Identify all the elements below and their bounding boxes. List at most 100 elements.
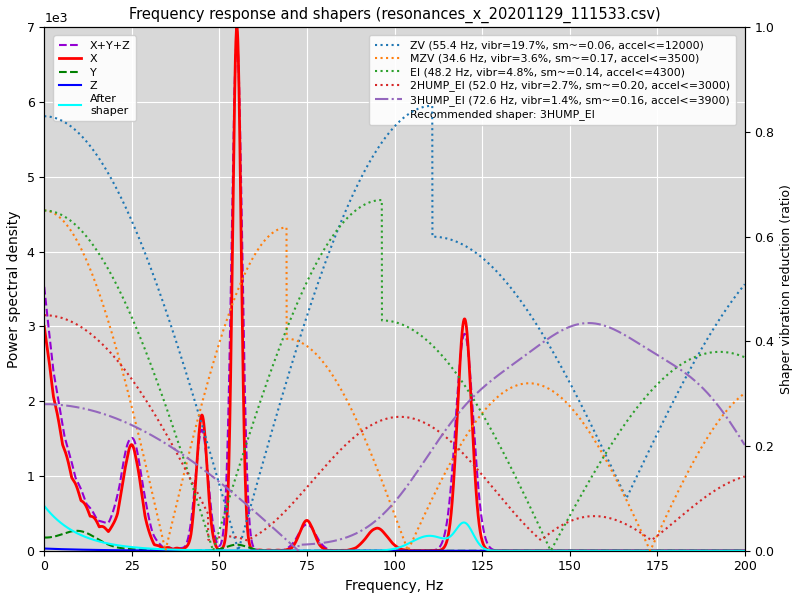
X [232,23,242,31]
X [334,547,343,554]
3HUMP_EI (72.6 Hz, vibr=1.4%, sm~=0.16, accel<=3900) [334,536,343,544]
Line: MZV (34.6 Hz, vibr=3.6%, sm~=0.17, accel<=3500): MZV (34.6 Hz, vibr=3.6%, sm~=0.17, accel… [44,211,745,551]
X+Y+Z [740,547,750,554]
EI (48.2 Hz, vibr=4.8%, sm~=0.14, accel<=4300) [740,353,750,361]
Y [373,547,382,554]
3HUMP_EI (72.6 Hz, vibr=1.4%, sm~=0.16, accel<=3900) [718,409,728,416]
Z [39,545,49,552]
EI (48.2 Hz, vibr=4.8%, sm~=0.14, accel<=4300) [546,547,555,554]
Y [740,547,750,554]
X+Y+Z [684,547,694,554]
3HUMP_EI (72.6 Hz, vibr=1.4%, sm~=0.16, accel<=3900) [584,319,594,326]
Z [548,547,558,554]
3HUMP_EI (72.6 Hz, vibr=1.4%, sm~=0.16, accel<=3900) [549,332,558,339]
After
shaper [339,547,349,554]
X [727,547,737,554]
X+Y+Z [232,38,242,45]
MZV (34.6 Hz, vibr=3.6%, sm~=0.17, accel<=3500) [548,388,558,395]
X+Y+Z [549,547,558,554]
MZV (34.6 Hz, vibr=3.6%, sm~=0.17, accel<=3500) [740,389,750,397]
Z [740,547,750,554]
X+Y+Z [718,547,728,554]
3HUMP_EI (72.6 Hz, vibr=1.4%, sm~=0.16, accel<=3900) [740,442,750,449]
ZV (55.4 Hz, vibr=19.7%, sm~=0.06, accel<=12000) [427,102,437,109]
Text: 1e3: 1e3 [44,11,68,25]
X [339,547,349,554]
X+Y+Z [339,547,349,554]
MZV (34.6 Hz, vibr=3.6%, sm~=0.17, accel<=3500) [339,391,349,398]
EI (48.2 Hz, vibr=4.8%, sm~=0.14, accel<=4300) [718,349,728,356]
ZV (55.4 Hz, vibr=19.7%, sm~=0.06, accel<=12000) [549,349,558,356]
Line: EI (48.2 Hz, vibr=4.8%, sm~=0.14, accel<=4300): EI (48.2 Hz, vibr=4.8%, sm~=0.14, accel<… [44,200,745,551]
3HUMP_EI (72.6 Hz, vibr=1.4%, sm~=0.16, accel<=3900) [39,401,49,408]
2HUMP_EI (52.0 Hz, vibr=2.7%, sm~=0.20, accel<=3000) [684,506,694,514]
2HUMP_EI (52.0 Hz, vibr=2.7%, sm~=0.20, accel<=3000) [549,527,558,534]
Y-axis label: Power spectral density: Power spectral density [7,210,21,368]
Line: Z: Z [44,548,745,551]
EI (48.2 Hz, vibr=4.8%, sm~=0.14, accel<=4300) [339,218,349,225]
Z [339,547,349,554]
After
shaper [334,547,343,554]
X [373,524,382,532]
X+Y+Z [577,547,586,554]
Line: After
shaper: After shaper [44,506,745,551]
X-axis label: Frequency, Hz: Frequency, Hz [346,579,444,593]
Z [372,547,382,554]
MZV (34.6 Hz, vibr=3.6%, sm~=0.17, accel<=3500) [718,411,728,418]
Line: Y: Y [44,531,745,551]
2HUMP_EI (52.0 Hz, vibr=2.7%, sm~=0.20, accel<=3000) [334,448,343,455]
2HUMP_EI (52.0 Hz, vibr=2.7%, sm~=0.20, accel<=3000) [39,311,49,319]
X+Y+Z [334,547,343,554]
EI (48.2 Hz, vibr=4.8%, sm~=0.14, accel<=4300) [334,224,343,232]
3HUMP_EI (72.6 Hz, vibr=1.4%, sm~=0.16, accel<=3900) [339,535,349,542]
MZV (34.6 Hz, vibr=3.6%, sm~=0.17, accel<=3500) [39,207,49,214]
ZV (55.4 Hz, vibr=19.7%, sm~=0.06, accel<=12000) [740,281,750,288]
Line: ZV (55.4 Hz, vibr=19.7%, sm~=0.06, accel<=12000): ZV (55.4 Hz, vibr=19.7%, sm~=0.06, accel… [44,106,745,551]
2HUMP_EI (52.0 Hz, vibr=2.7%, sm~=0.20, accel<=3000) [373,418,382,425]
X+Y+Z [39,283,49,290]
After
shaper [740,547,750,554]
EI (48.2 Hz, vibr=4.8%, sm~=0.14, accel<=4300) [684,356,694,364]
X [740,547,750,554]
2HUMP_EI (52.0 Hz, vibr=2.7%, sm~=0.20, accel<=3000) [718,482,728,489]
MZV (34.6 Hz, vibr=3.6%, sm~=0.17, accel<=3500) [646,547,655,554]
3HUMP_EI (72.6 Hz, vibr=1.4%, sm~=0.16, accel<=3900) [373,516,382,523]
Z [718,547,728,554]
Y [334,547,343,554]
Line: 3HUMP_EI (72.6 Hz, vibr=1.4%, sm~=0.16, accel<=3900): 3HUMP_EI (72.6 Hz, vibr=1.4%, sm~=0.16, … [44,323,745,551]
Y [549,547,558,554]
X+Y+Z [373,547,382,554]
X [549,547,558,554]
After
shaper [548,547,558,554]
Y [339,547,349,554]
MZV (34.6 Hz, vibr=3.6%, sm~=0.17, accel<=3500) [334,382,343,389]
MZV (34.6 Hz, vibr=3.6%, sm~=0.17, accel<=3500) [684,467,694,475]
ZV (55.4 Hz, vibr=19.7%, sm~=0.06, accel<=12000) [684,368,694,376]
ZV (55.4 Hz, vibr=19.7%, sm~=0.06, accel<=12000) [339,211,349,218]
After
shaper [39,502,49,509]
Z [334,547,343,554]
Y [718,547,728,554]
Legend: ZV (55.4 Hz, vibr=19.7%, sm~=0.06, accel<=12000), MZV (34.6 Hz, vibr=3.6%, sm~=0: ZV (55.4 Hz, vibr=19.7%, sm~=0.06, accel… [369,35,736,125]
EI (48.2 Hz, vibr=4.8%, sm~=0.14, accel<=4300) [377,196,386,203]
ZV (55.4 Hz, vibr=19.7%, sm~=0.06, accel<=12000) [39,113,49,120]
3HUMP_EI (72.6 Hz, vibr=1.4%, sm~=0.16, accel<=3900) [294,547,303,554]
X [718,547,728,554]
ZV (55.4 Hz, vibr=19.7%, sm~=0.06, accel<=12000) [334,224,343,231]
ZV (55.4 Hz, vibr=19.7%, sm~=0.06, accel<=12000) [718,310,728,317]
3HUMP_EI (72.6 Hz, vibr=1.4%, sm~=0.16, accel<=3900) [684,372,694,379]
After
shaper [683,547,693,554]
Line: 2HUMP_EI (52.0 Hz, vibr=2.7%, sm~=0.20, accel<=3000): 2HUMP_EI (52.0 Hz, vibr=2.7%, sm~=0.20, … [44,315,745,540]
EI (48.2 Hz, vibr=4.8%, sm~=0.14, accel<=4300) [372,197,382,204]
Line: X: X [44,27,745,551]
After
shaper [372,547,382,554]
X [39,323,49,330]
2HUMP_EI (52.0 Hz, vibr=2.7%, sm~=0.20, accel<=3000) [205,536,214,544]
Y [39,534,49,541]
ZV (55.4 Hz, vibr=19.7%, sm~=0.06, accel<=12000) [234,547,243,554]
2HUMP_EI (52.0 Hz, vibr=2.7%, sm~=0.20, accel<=3000) [339,443,349,450]
X [684,547,694,554]
MZV (34.6 Hz, vibr=3.6%, sm~=0.17, accel<=3500) [372,465,382,472]
EI (48.2 Hz, vibr=4.8%, sm~=0.14, accel<=4300) [549,542,558,549]
Y-axis label: Shaper vibration reduction (ratio): Shaper vibration reduction (ratio) [780,184,793,394]
